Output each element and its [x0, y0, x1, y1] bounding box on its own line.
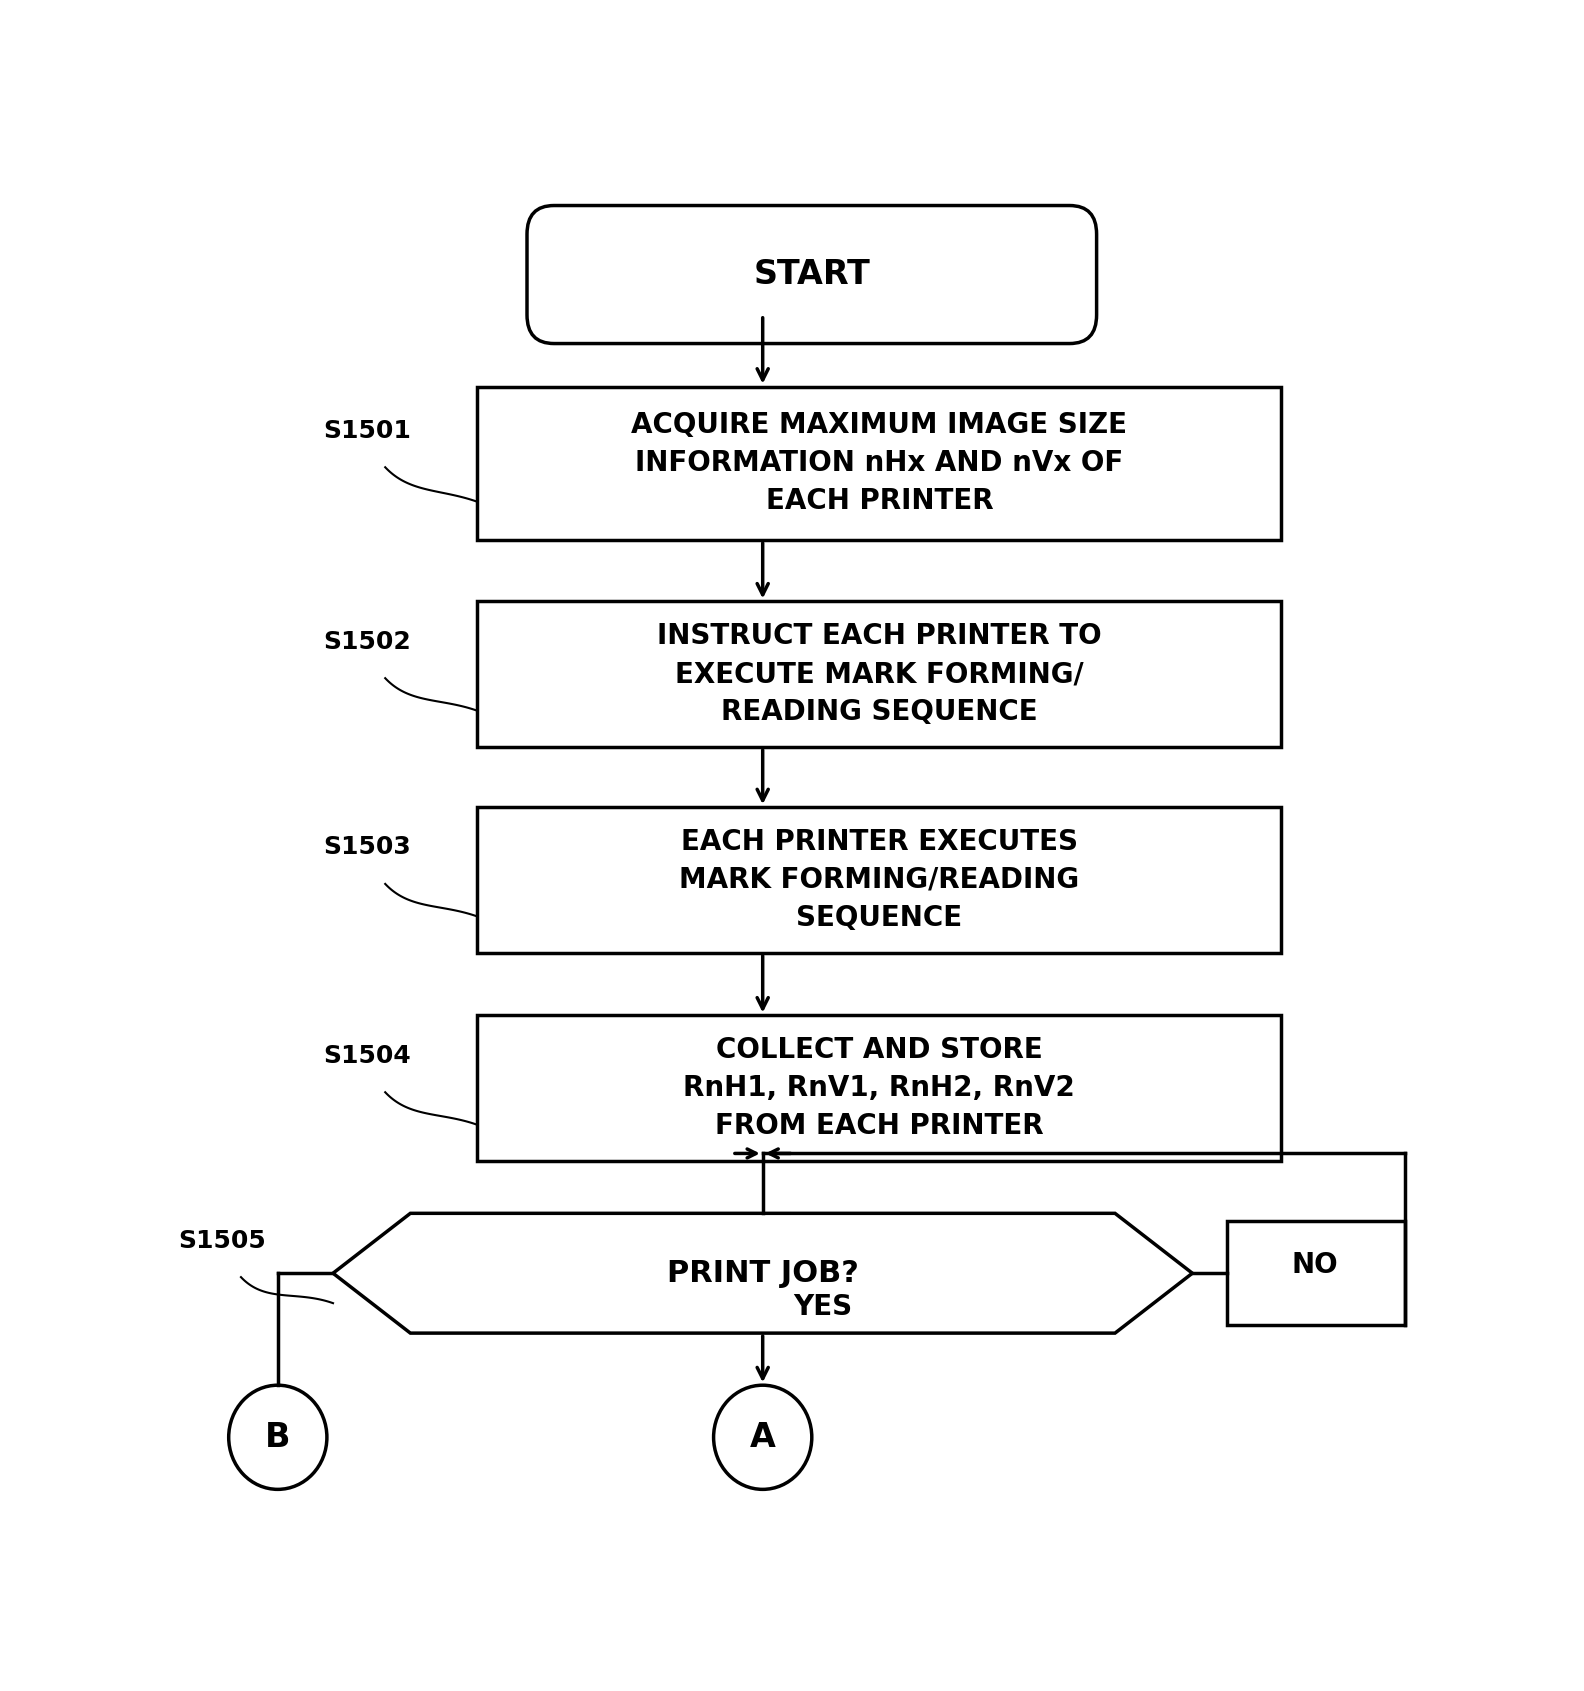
Bar	[477, 807, 1281, 954]
FancyBboxPatch shape	[527, 206, 1096, 343]
Text: PRINT JOB?: PRINT JOB?	[667, 1258, 859, 1289]
Bar	[1226, 1221, 1405, 1326]
Text: COLLECT AND STORE
RnH1, RnV1, RnH2, RnV2
FROM EACH PRINTER: COLLECT AND STORE RnH1, RnV1, RnH2, RnV2…	[683, 1037, 1076, 1140]
Text: B: B	[265, 1420, 290, 1454]
Text: S1502: S1502	[323, 629, 410, 654]
Text: INSTRUCT EACH PRINTER TO
EXECUTE MARK FORMING/
READING SEQUENCE: INSTRUCT EACH PRINTER TO EXECUTE MARK FO…	[657, 622, 1101, 725]
Polygon shape	[333, 1214, 1193, 1333]
Text: S1505: S1505	[179, 1229, 266, 1253]
Text: YES: YES	[794, 1294, 852, 1321]
Text: S1503: S1503	[323, 835, 410, 859]
Text: S1504: S1504	[323, 1043, 410, 1067]
Text: ACQUIRE MAXIMUM IMAGE SIZE
INFORMATION nHx AND nVx OF
EACH PRINTER: ACQUIRE MAXIMUM IMAGE SIZE INFORMATION n…	[632, 411, 1128, 516]
Bar	[477, 1015, 1281, 1162]
Text: NO: NO	[1293, 1251, 1338, 1280]
Text: A: A	[749, 1420, 776, 1454]
Bar	[477, 387, 1281, 539]
Text: START: START	[754, 259, 870, 291]
Text: S1501: S1501	[323, 419, 410, 443]
Text: EACH PRINTER EXECUTES
MARK FORMING/READING
SEQUENCE: EACH PRINTER EXECUTES MARK FORMING/READI…	[680, 829, 1079, 932]
Bar	[477, 602, 1281, 747]
